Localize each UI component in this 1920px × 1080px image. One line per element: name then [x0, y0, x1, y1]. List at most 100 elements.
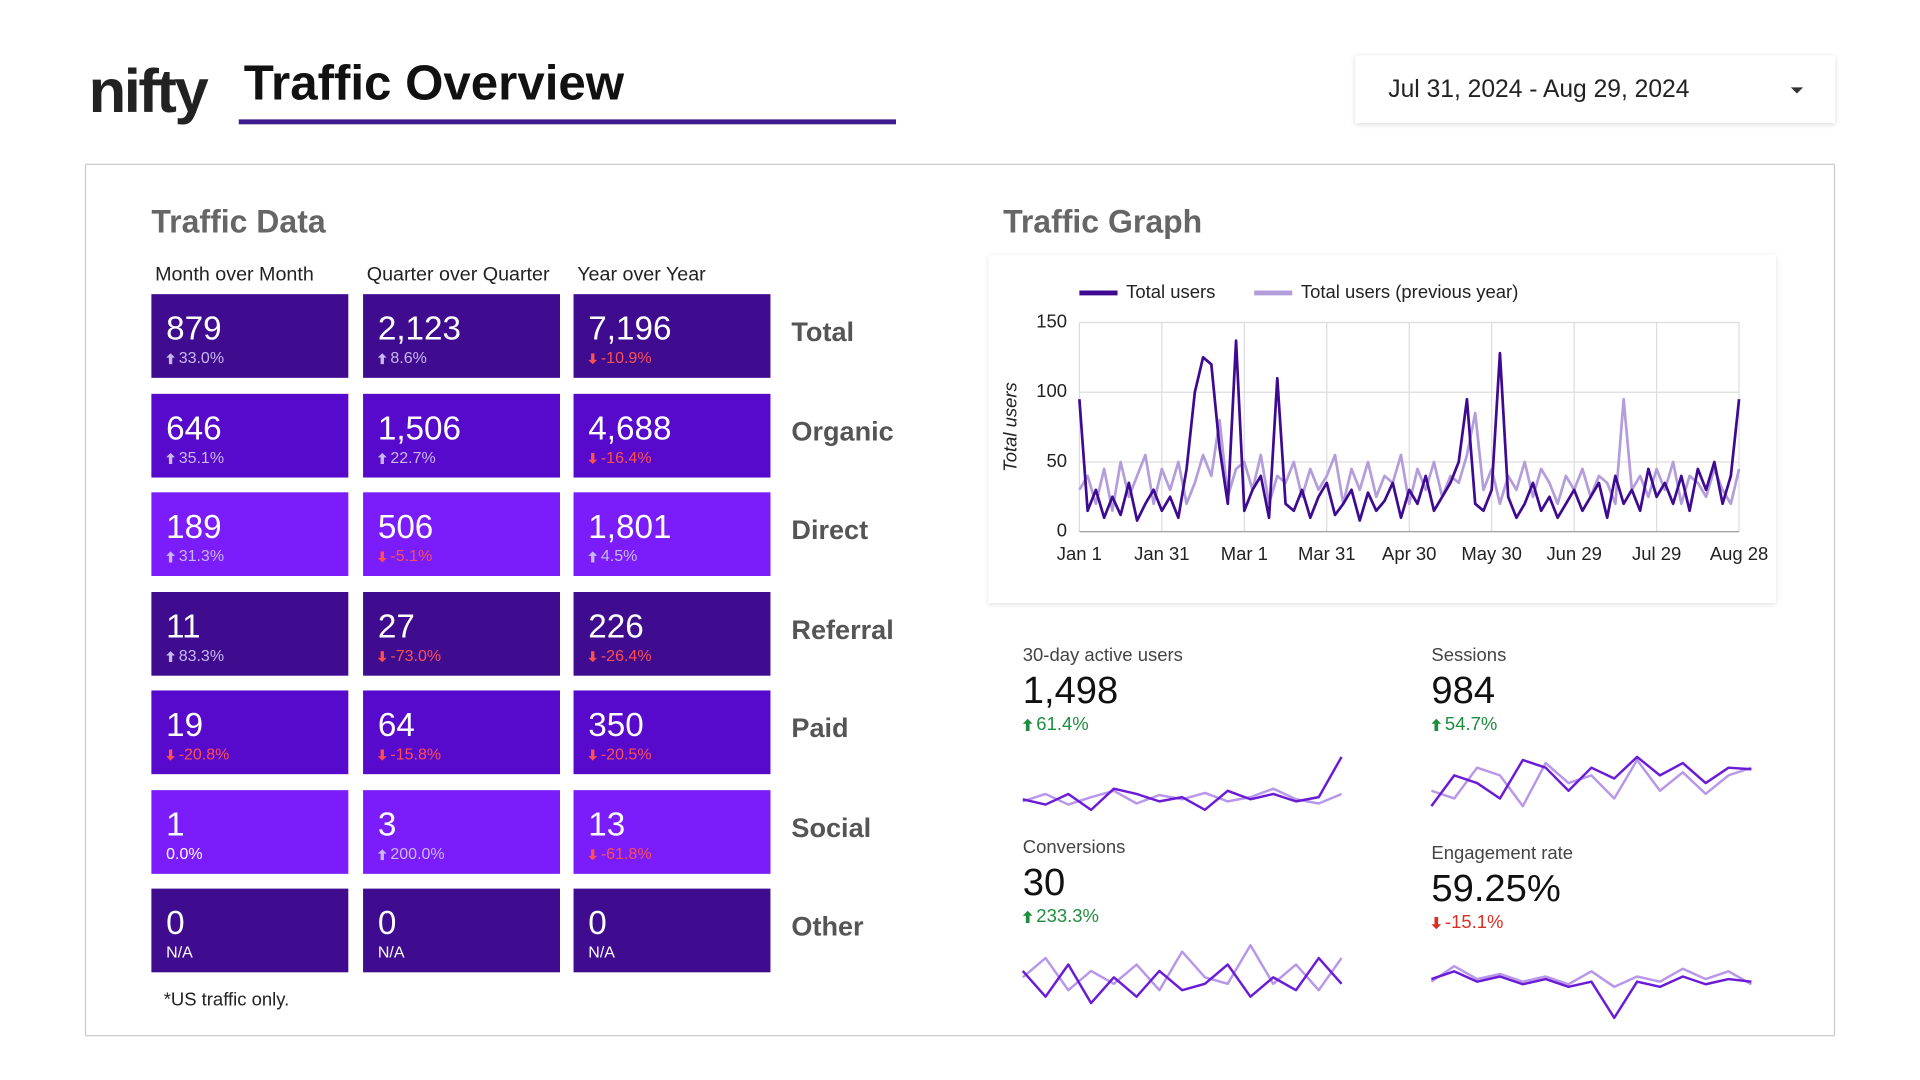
tile: 506 -5.1%: [363, 492, 560, 576]
tile: 0 N/A: [573, 888, 771, 973]
row-label: Direct: [791, 514, 869, 546]
scorecard-change: 233.3%: [1036, 905, 1099, 927]
x-tick-label: Jan 1: [1057, 543, 1102, 564]
trend-arrow: [166, 551, 175, 563]
tile: 19 -20.8%: [151, 690, 349, 775]
scorecard-change-row: 61.4%: [1022, 713, 1089, 736]
tile-value: 879: [166, 310, 222, 348]
trend-arrow-shape: [588, 749, 598, 761]
trend-arrow: [588, 650, 598, 662]
sparkline: [1022, 756, 1343, 812]
scorecard-change: 61.4%: [1036, 713, 1089, 735]
trend-arrow-shape: [377, 848, 387, 860]
trend-arrow: [588, 452, 598, 464]
tile-change-row: -16.4%: [588, 447, 652, 467]
tile-change: N/A: [166, 942, 193, 962]
trend-arrow-shape: [588, 353, 598, 365]
x-tick-label: Mar 31: [1298, 543, 1355, 564]
tile: 27 -73.0%: [363, 591, 560, 676]
tile: 4,688 -16.4%: [573, 393, 771, 477]
x-tick-label: Apr 30: [1382, 543, 1436, 564]
trend-arrow: [1431, 916, 1442, 930]
y-tick-label: 150: [1036, 310, 1067, 331]
trend-arrow: [377, 452, 387, 464]
tile-value: 7,196: [588, 310, 672, 348]
dropdown-caret[interactable]: [1790, 87, 1804, 94]
date-range[interactable]: Jul 31, 2024 - Aug 29, 2024: [1388, 76, 1690, 104]
scorecard-value: 984: [1431, 668, 1496, 712]
tile: 64 -15.8%: [363, 690, 560, 775]
tile-change-row: -20.8%: [166, 745, 229, 765]
tile-value: 189: [166, 508, 222, 546]
trend-arrow-shape: [588, 848, 598, 860]
tile-value: 4,688: [588, 409, 672, 447]
sparkline: [1430, 970, 1752, 1020]
trend-arrow: [377, 749, 387, 761]
date-picker[interactable]: Jul 31, 2024 - Aug 29, 2024: [1355, 55, 1836, 124]
tile-change: 83.3%: [178, 645, 225, 664]
x-tick-label: Jun 29: [1546, 543, 1601, 564]
trend-arrow: [1431, 718, 1442, 732]
tile: 13 -61.8%: [573, 789, 771, 874]
scorecard-label: Sessions: [1431, 644, 1507, 666]
chart-card: [988, 254, 1776, 604]
tile: 646 35.1%: [151, 393, 349, 477]
scorecard-value: 59.25%: [1431, 866, 1561, 910]
trend-arrow: [377, 848, 387, 860]
sparkline: [1021, 956, 1343, 1005]
tile-change: 33.0%: [178, 348, 225, 367]
tile: 7,196 -10.9%: [573, 294, 771, 378]
sparkline: [1430, 758, 1752, 808]
scorecard-label: Engagement rate: [1431, 843, 1574, 864]
row-label: Social: [791, 811, 872, 843]
tile-change-row: -10.9%: [588, 348, 652, 368]
x-tick-label: Mar 1: [1221, 543, 1268, 564]
trend-arrow-shape: [588, 452, 598, 464]
trend-arrow: [588, 848, 598, 860]
tile-value: 0: [166, 904, 185, 942]
tile: 0 N/A: [151, 888, 349, 973]
tile-change: 8.6%: [390, 348, 427, 367]
y-axis-label: Total users: [1000, 382, 1021, 472]
tile: 11 83.3%: [151, 591, 349, 676]
tile-value: 0: [588, 904, 607, 942]
trend-arrow: [166, 650, 175, 662]
y-tick-label: 0: [1057, 520, 1067, 541]
title-underline: [238, 119, 896, 125]
trend-arrow-shape: [377, 551, 387, 563]
tile-value: 0: [377, 904, 397, 942]
trend-arrow-shape: [166, 749, 175, 761]
tile: 350 -20.5%: [573, 690, 771, 775]
tile-change-row: -61.8%: [588, 844, 652, 864]
tile-change-row: 31.3%: [166, 546, 224, 566]
tile: 0 N/A: [363, 888, 560, 973]
legend-label: Total users (previous year): [1301, 281, 1518, 302]
tile-change: -16.4%: [600, 447, 652, 466]
trend-arrow-shape: [166, 353, 175, 365]
tile-change: 22.7%: [390, 447, 436, 466]
tile-change: 0.0%: [166, 843, 203, 863]
tile-change-row: -15.8%: [377, 745, 441, 765]
footnote: *US traffic only.: [163, 989, 290, 1011]
column-header: Year over Year: [577, 264, 706, 286]
row-label: Paid: [791, 712, 849, 744]
tile-change: 4.5%: [600, 546, 638, 565]
trend-arrow-shape: [377, 650, 387, 662]
tile: 3 200.0%: [363, 789, 560, 874]
tile-change: N/A: [588, 942, 615, 962]
trend-arrow: [377, 650, 387, 662]
sparkline: [1022, 787, 1343, 806]
trend-arrow: [1022, 910, 1033, 924]
trend-arrow-shape: [1431, 916, 1442, 930]
page-title: Traffic Overview: [243, 56, 625, 111]
tile-change-row: N/A: [378, 943, 405, 963]
series-line: [1078, 397, 1741, 513]
tile-change-row: 35.1%: [166, 447, 224, 467]
scorecard-change: 54.7%: [1444, 713, 1498, 735]
tile-value: 2,123: [377, 310, 462, 348]
scorecard-change-row: -15.1%: [1431, 912, 1503, 934]
tile-change: -5.1%: [390, 546, 433, 565]
sparkline: [1430, 755, 1752, 807]
